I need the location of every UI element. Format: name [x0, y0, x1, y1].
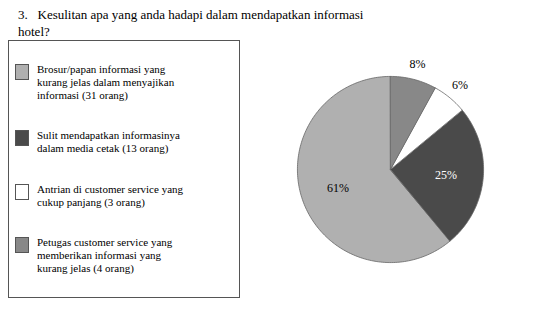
- html-text:3. Kesulitan apa yang anda had: 3. Kesulitan apa yang anda hadapi dalam …: [18, 7, 364, 39]
- svg-text:25%: 25%: [435, 168, 457, 182]
- svg-text:61%: 61%: [327, 181, 349, 195]
- html-text:Sulit mendapatkan informasinya: Sulit mendapatkan informasinya dalam med…: [37, 129, 180, 155]
- html-text:Petugas customer service yang: Petugas customer service yang memberikan…: [37, 236, 173, 275]
- svg-text:6%: 6%: [452, 78, 468, 92]
- svg-text:8%: 8%: [410, 57, 426, 71]
- html-text:Brosur/papan informasi yang ku: Brosur/papan informasi yang kurang jelas…: [37, 62, 175, 101]
- html-text:Antrian di customer service ya: Antrian di customer service yang cukup p…: [37, 182, 183, 208]
